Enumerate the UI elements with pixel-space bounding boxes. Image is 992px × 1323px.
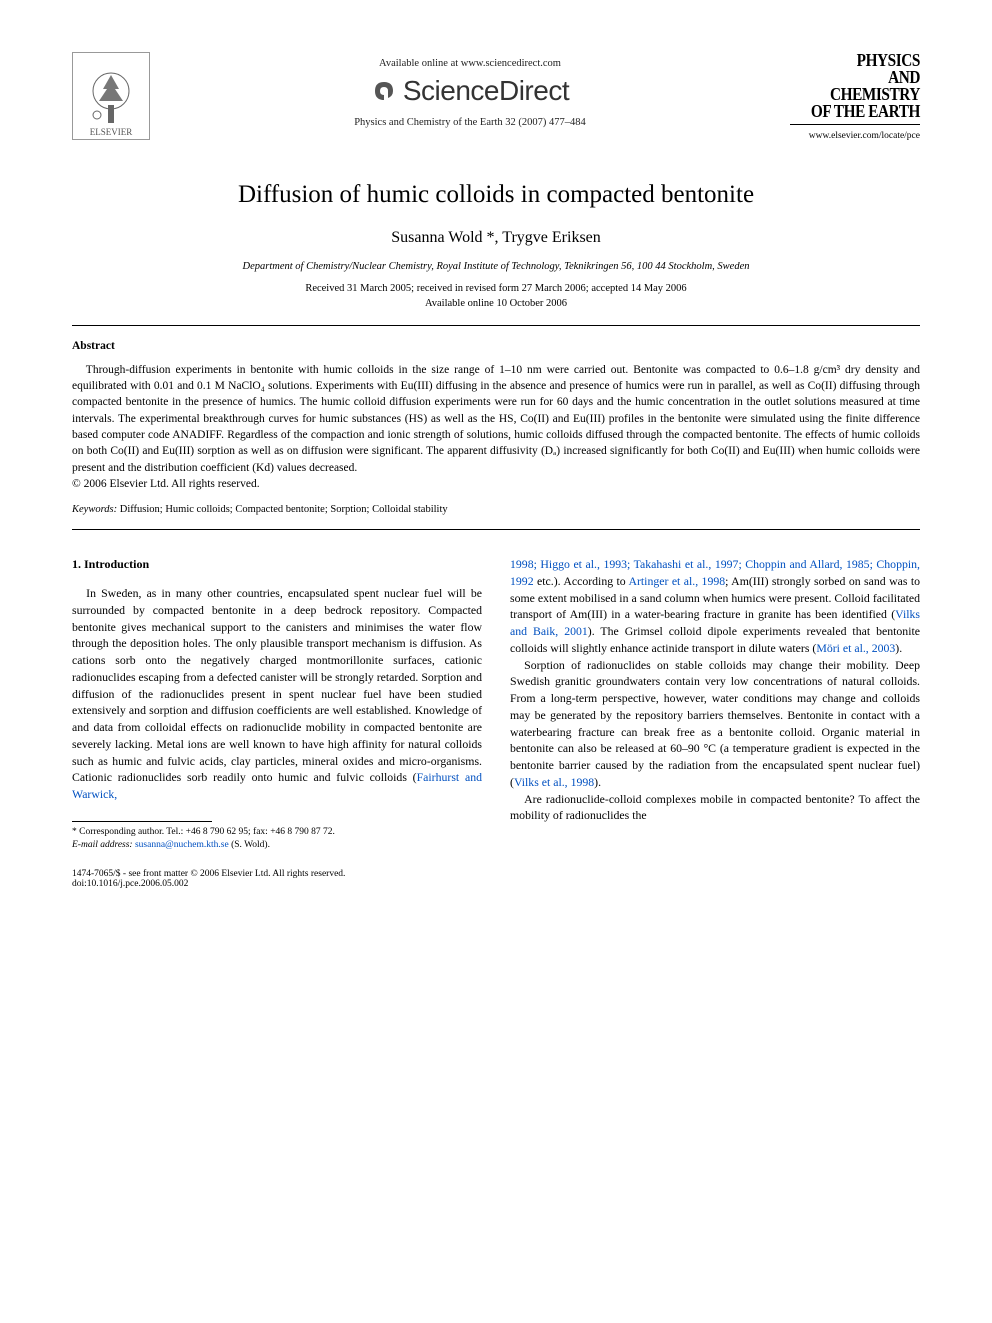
journal-logo-line2: and CHEMISTRY — [810, 69, 921, 103]
section1-heading: 1. Introduction — [72, 556, 482, 573]
page-footer: 1474-7065/$ - see front matter © 2006 El… — [72, 869, 920, 889]
article-title: Diffusion of humic colloids in compacted… — [72, 181, 920, 209]
keywords-text: Diffusion; Humic colloids; Compacted ben… — [117, 504, 448, 515]
col2-p1a: etc.). According to — [534, 574, 629, 588]
abstract-text: Through-diffusion experiments in bentoni… — [72, 362, 920, 476]
footnote-contact: * Corresponding author. Tel.: +46 8 790 … — [72, 826, 482, 839]
footer-left-block: 1474-7065/$ - see front matter © 2006 El… — [72, 869, 345, 889]
journal-url: www.elsevier.com/locate/pce — [790, 131, 920, 141]
col2-para3: Are radionuclide-colloid complexes mobil… — [510, 791, 920, 825]
dates-line1: Received 31 March 2005; received in revi… — [72, 282, 920, 296]
ref-vilks-1998[interactable]: Vilks et al., 1998 — [514, 775, 594, 789]
abstract-bottom-rule — [72, 529, 920, 530]
col2-para1: 1998; Higgo et al., 1993; Takahashi et a… — [510, 556, 920, 657]
footnote-email-row: E-mail address: susanna@nuchem.kth.se (S… — [72, 839, 482, 852]
footnote-email-suffix: (S. Wold). — [229, 840, 270, 850]
column-right: 1998; Higgo et al., 1993; Takahashi et a… — [510, 556, 920, 851]
journal-logo-text: PHYSICS and CHEMISTRY of the EARTH — [810, 52, 921, 120]
footnote-email-label: E-mail address: — [72, 840, 133, 850]
footer-copyright: 1474-7065/$ - see front matter © 2006 El… — [72, 869, 345, 879]
article-affiliation: Department of Chemistry/Nuclear Chemistr… — [72, 261, 920, 272]
article-dates: Received 31 March 2005; received in revi… — [72, 282, 920, 310]
keywords-label: Keywords: — [72, 504, 117, 515]
center-header: Available online at www.sciencedirect.co… — [150, 52, 790, 128]
journal-brand: PHYSICS and CHEMISTRY of the EARTH www.e… — [790, 52, 920, 141]
ref-artinger[interactable]: Artinger et al., 1998 — [628, 574, 725, 588]
sciencedirect-text: ScienceDirect — [403, 75, 569, 107]
journal-reference: Physics and Chemistry of the Earth 32 (2… — [150, 117, 790, 128]
footnote-email[interactable]: susanna@nuchem.kth.se — [135, 840, 229, 850]
col2-p2a: Sorption of radionuclides on stable coll… — [510, 658, 920, 789]
abstract-heading: Abstract — [72, 340, 920, 352]
elsevier-tree-icon — [81, 69, 141, 125]
page-header: ELSEVIER Available online at www.science… — [72, 52, 920, 141]
elsevier-logo: ELSEVIER — [72, 52, 150, 140]
footer-doi: doi:10.1016/j.pce.2006.05.002 — [72, 879, 345, 889]
body-columns: 1. Introduction In Sweden, as in many ot… — [72, 556, 920, 851]
column-left: 1. Introduction In Sweden, as in many ot… — [72, 556, 482, 851]
abstract-top-rule — [72, 325, 920, 326]
available-online-text: Available online at www.sciencedirect.co… — [150, 58, 790, 69]
keywords-line: Keywords: Diffusion; Humic colloids; Com… — [72, 504, 920, 515]
copyright-line: © 2006 Elsevier Ltd. All rights reserved… — [72, 478, 920, 490]
corresponding-author-footnote: * Corresponding author. Tel.: +46 8 790 … — [72, 826, 482, 852]
col2-p1d: ). — [895, 641, 902, 655]
sciencedirect-logo: ScienceDirect — [150, 75, 790, 107]
footnote-separator — [72, 821, 212, 822]
dates-line2: Available online 10 October 2006 — [72, 297, 920, 311]
elsevier-label: ELSEVIER — [90, 127, 133, 137]
col2-para2: Sorption of radionuclides on stable coll… — [510, 657, 920, 791]
col2-p2b: ). — [594, 775, 601, 789]
article-authors: Susanna Wold *, Trygve Eriksen — [72, 229, 920, 247]
journal-logo-line3: of the EARTH — [810, 103, 921, 120]
col1-p1-text: In Sweden, as in many other countries, e… — [72, 586, 482, 784]
col1-para1: In Sweden, as in many other countries, e… — [72, 585, 482, 803]
sciencedirect-icon — [371, 78, 397, 104]
ref-mori[interactable]: Möri et al., 2003 — [816, 641, 895, 655]
journal-url-rule — [790, 124, 920, 125]
